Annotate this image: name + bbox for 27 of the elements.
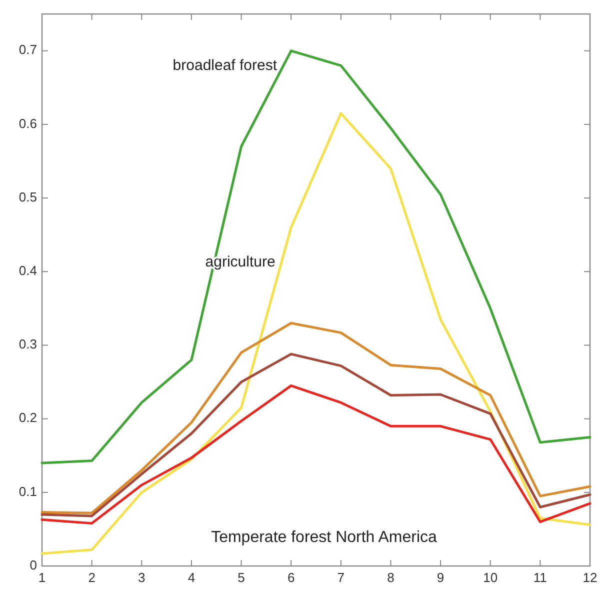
y-tick-label: 0 (30, 557, 37, 572)
y-tick-label: 0.7 (18, 42, 37, 58)
x-tick-label: 12 (582, 570, 598, 585)
x-tick-label: 11 (533, 570, 547, 585)
series-label: broadleaf forest (172, 57, 278, 74)
y-tick-label: 0.2 (18, 410, 37, 426)
line-series (40, 112, 592, 555)
y-tick-label: 0.3 (18, 336, 37, 352)
x-tick-label: 2 (88, 570, 96, 585)
annotation: Temperate forest North America (211, 529, 438, 546)
y-tick-label: 0.1 (18, 484, 37, 499)
x-tick-label: 9 (436, 570, 444, 585)
x-tick-label: 3 (138, 570, 146, 585)
line-series (40, 50, 592, 464)
x-tick-label: 1 (38, 570, 46, 585)
y-tick-label: 0.6 (18, 116, 37, 131)
x-tick-label: 7 (337, 570, 345, 585)
line-series (40, 352, 592, 518)
x-tick-label: 10 (483, 570, 498, 585)
x-tick-label: 8 (387, 570, 394, 585)
y-tick-label: 0.4 (18, 263, 37, 278)
x-tick-label: 4 (188, 570, 196, 585)
line-series (40, 384, 592, 525)
x-tick-label: 6 (287, 570, 295, 585)
line-series (40, 322, 592, 514)
x-tick-label: 5 (238, 570, 245, 585)
y-tick-label: 0.5 (18, 189, 37, 204)
